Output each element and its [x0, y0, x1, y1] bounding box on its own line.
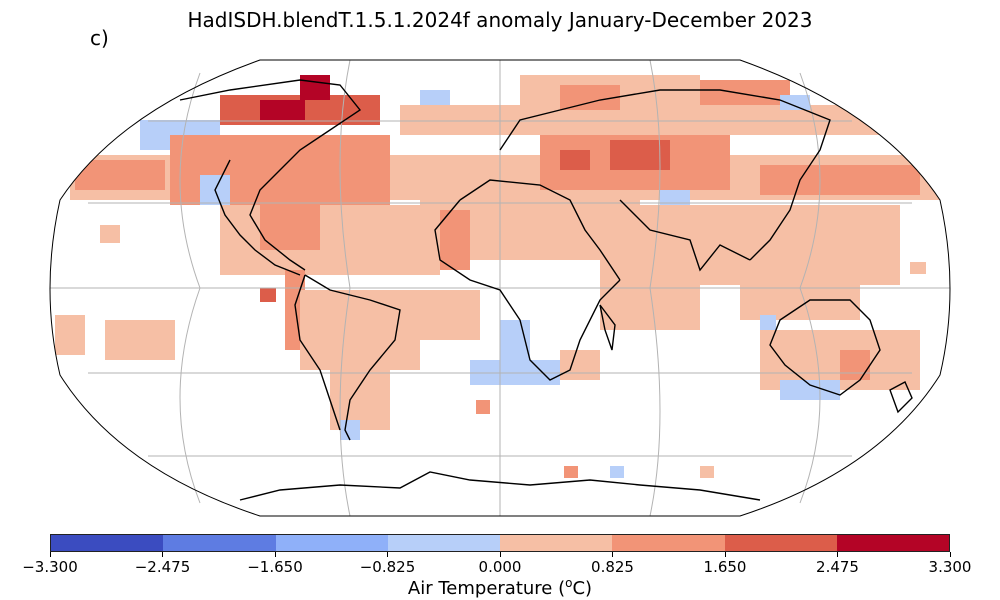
colorbar-segment	[500, 535, 613, 551]
colorbar-tick	[274, 552, 276, 557]
colorbar-tick	[499, 552, 501, 557]
colorbar	[50, 534, 950, 552]
colorbar-segment	[275, 535, 388, 551]
colorbar-segment	[163, 535, 276, 551]
colorbar-label: Air Temperature (oC)	[407, 576, 593, 599]
graticule	[50, 59, 950, 517]
colorbar-tick-label: 0.000	[478, 558, 522, 576]
panel-label: c)	[90, 26, 109, 50]
colorbar-tick-label: 1.650	[703, 558, 747, 576]
colorbar-tick-label: −3.300	[22, 558, 78, 576]
colorbar-segment	[612, 535, 725, 551]
colorbar-segment	[387, 535, 500, 551]
colorbar-tick-label: 2.475	[816, 558, 859, 576]
anomaly-map	[49, 59, 951, 517]
colorbar-tick	[837, 552, 838, 557]
colorbar-tick-label: 3.300	[928, 558, 972, 576]
globe-outline	[49, 59, 951, 517]
coastlines	[179, 79, 913, 501]
colorbar-tick	[949, 552, 951, 557]
colorbar-tick	[612, 552, 613, 557]
colorbar-segment	[724, 535, 837, 551]
colorbar-tick	[387, 552, 388, 557]
colorbar-tick-label: −1.650	[247, 558, 303, 576]
colorbar-tick-labels: −3.300 −2.475 −1.650 −0.825 0.000 0.825 1.650 2…	[22, 558, 971, 576]
colorbar-tick-label: −0.825	[359, 558, 416, 576]
chart-title: HadISDH.blendT.1.5.1.2024f anomaly Janua…	[187, 8, 813, 32]
colorbar-tick-label: 0.825	[591, 558, 634, 576]
colorbar-tick	[162, 552, 163, 557]
colorbar-tick-label: −2.475	[134, 558, 191, 576]
colorbar-segment	[51, 535, 164, 551]
colorbar-ticks	[49, 552, 951, 560]
colorbar-segment	[836, 535, 949, 551]
colorbar-tick	[49, 552, 51, 557]
colorbar-tick	[724, 552, 726, 557]
